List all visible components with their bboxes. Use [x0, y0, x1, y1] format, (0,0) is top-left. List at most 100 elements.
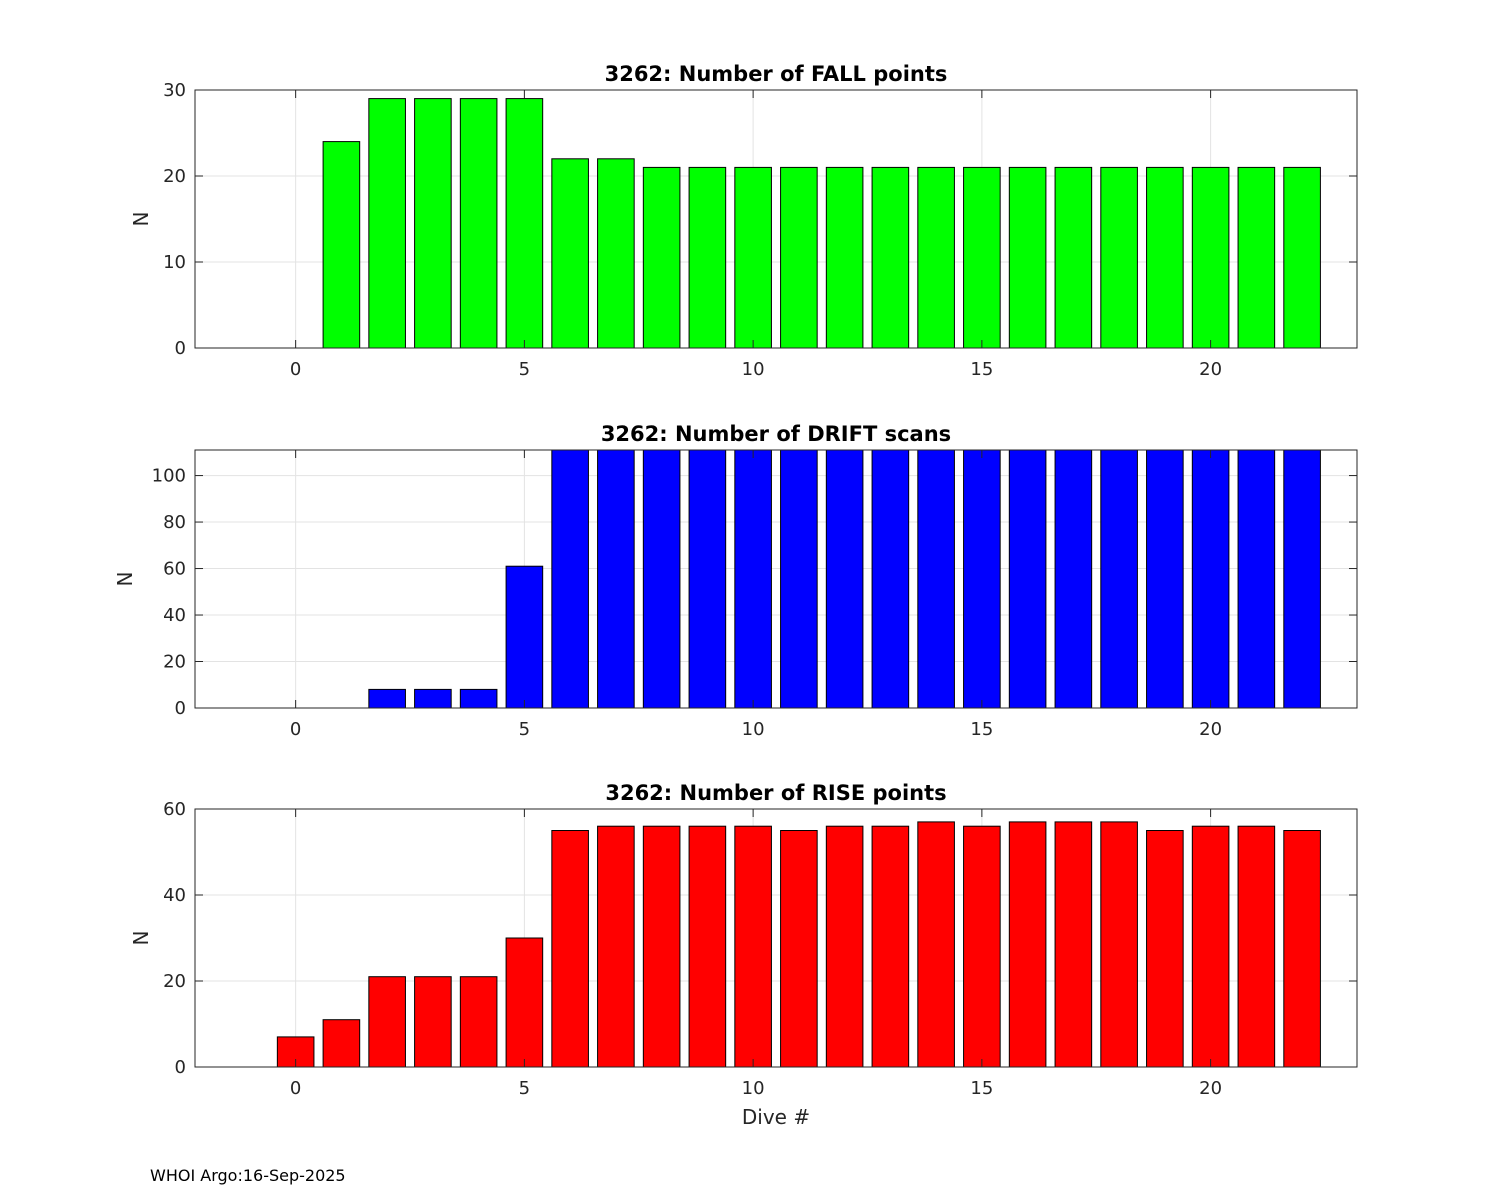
- drift-bar: [734, 449, 772, 709]
- rise-y-axis-label: N: [129, 931, 153, 946]
- rise-x-tick-label: 20: [1199, 1078, 1222, 1099]
- drift-y-tick-label: 20: [163, 652, 186, 673]
- rise-bar: [825, 825, 864, 1068]
- drift-bar: [780, 449, 818, 709]
- rise-x-tick-label: 5: [519, 1078, 530, 1099]
- rise-x-tick-label: 0: [290, 1078, 301, 1099]
- rise-x-tick-label: 10: [742, 1078, 765, 1099]
- rise-bar: [1191, 825, 1230, 1068]
- drift-axes-box: [194, 449, 1358, 709]
- drift-x-tick-label: 20: [1199, 719, 1222, 740]
- rise-points-title: 3262: Number of RISE points: [605, 781, 946, 805]
- drift-bar: [1008, 449, 1047, 709]
- rise-bar: [688, 825, 727, 1068]
- drift-bar: [368, 688, 406, 709]
- rise-bar: [1054, 821, 1093, 1068]
- fall-bar: [780, 166, 818, 349]
- rise-bar: [1008, 821, 1047, 1068]
- drift-y-tick-label: 100: [152, 466, 186, 487]
- fall-bar: [688, 166, 727, 349]
- fall-bar: [1146, 166, 1184, 349]
- drift-scans-title: 3262: Number of DRIFT scans: [601, 422, 951, 446]
- rise-y-tick-label: 60: [163, 799, 186, 820]
- drift-x-tick-label: 15: [970, 719, 993, 740]
- rise-bar: [917, 821, 955, 1068]
- rise-bar: [1146, 830, 1184, 1068]
- rise-bar: [459, 976, 498, 1068]
- fall-y-axis-label: N: [129, 212, 153, 227]
- rise-x-tick-label: 15: [970, 1078, 993, 1099]
- drift-bar: [688, 449, 727, 709]
- fall-x-tick-label: 15: [970, 359, 993, 380]
- fall-axes-box: [194, 89, 1358, 349]
- drift-bar: [597, 449, 635, 709]
- rise-bar: [414, 976, 452, 1068]
- drift-y-tick-label: 60: [163, 559, 186, 580]
- rise-bar: [1100, 821, 1138, 1068]
- rise-bar: [1283, 830, 1321, 1068]
- drift-x-tick-label: 10: [742, 719, 765, 740]
- drift-bar: [551, 449, 589, 709]
- rise-bar: [642, 825, 681, 1068]
- drift-bar: [414, 688, 452, 709]
- fall-bar: [917, 166, 955, 349]
- drift-scans-panel: 0 5 10 15 20 0 20 40 60 80 100 3262: Number of DRIF…: [113, 422, 1358, 740]
- drift-x-tick-label: 5: [519, 719, 530, 740]
- fall-bar: [414, 98, 452, 349]
- fall-bar: [963, 166, 1001, 349]
- rise-bar: [322, 1019, 361, 1068]
- drift-bar: [963, 449, 1001, 709]
- fall-bar: [1191, 166, 1230, 349]
- fall-x-tick-label: 10: [742, 359, 765, 380]
- rise-bar: [597, 825, 635, 1068]
- drift-bar: [1146, 449, 1184, 709]
- rise-x-axis-label: Dive #: [742, 1105, 810, 1129]
- drift-bar: [459, 688, 498, 709]
- fall-bar: [1054, 166, 1093, 349]
- drift-bar: [642, 449, 681, 709]
- fall-bar: [1283, 166, 1321, 349]
- drift-y-tick-label: 0: [175, 698, 186, 719]
- drift-y-tick-label: 40: [163, 605, 186, 626]
- fall-bar: [459, 98, 498, 349]
- drift-bar: [1054, 449, 1093, 709]
- drift-bar: [1283, 449, 1321, 709]
- drift-bar: [825, 449, 864, 709]
- rise-bar: [963, 825, 1001, 1068]
- drift-bar: [1191, 449, 1230, 709]
- rise-y-tick-label: 0: [175, 1057, 186, 1078]
- rise-points-panel: 0 5 10 15 20 0 20 40 60 3262: Number of RISE poin…: [129, 781, 1358, 1129]
- drift-bar: [1237, 449, 1276, 709]
- rise-bar: [505, 937, 544, 1068]
- drift-bar: [505, 565, 544, 709]
- drift-y-axis-label: N: [113, 572, 137, 587]
- drift-bar: [871, 449, 910, 709]
- fall-bar: [505, 98, 544, 349]
- drift-bar: [917, 449, 955, 709]
- rise-bar: [780, 830, 818, 1068]
- fall-bar: [642, 166, 681, 349]
- rise-bar: [871, 825, 910, 1068]
- rise-bar: [368, 976, 406, 1068]
- fall-points-title: 3262: Number of FALL points: [605, 62, 948, 86]
- fall-bar: [551, 158, 589, 349]
- fall-bar: [1008, 166, 1047, 349]
- rise-axes-box: [194, 808, 1358, 1068]
- fall-x-tick-label: 5: [519, 359, 530, 380]
- fall-bar: [1237, 166, 1276, 349]
- drift-y-tick-label: 80: [163, 512, 186, 533]
- fall-bar: [368, 98, 406, 349]
- fall-bar: [825, 166, 864, 349]
- fall-bar: [871, 166, 910, 349]
- footer-stamp: WHOI Argo:16-Sep-2025: [150, 1166, 346, 1185]
- rise-bar: [734, 825, 772, 1068]
- drift-x-tick-label: 0: [290, 719, 301, 740]
- fall-points-panel: 0 5 10 15 20 0 10 20 30 3262: Number of FALL poin…: [129, 62, 1358, 380]
- fall-y-tick-label: 30: [163, 80, 186, 101]
- rise-bar: [551, 830, 589, 1068]
- fall-x-tick-label: 20: [1199, 359, 1222, 380]
- rise-bar: [1237, 825, 1276, 1068]
- fall-bar: [734, 166, 772, 349]
- rise-y-tick-label: 20: [163, 971, 186, 992]
